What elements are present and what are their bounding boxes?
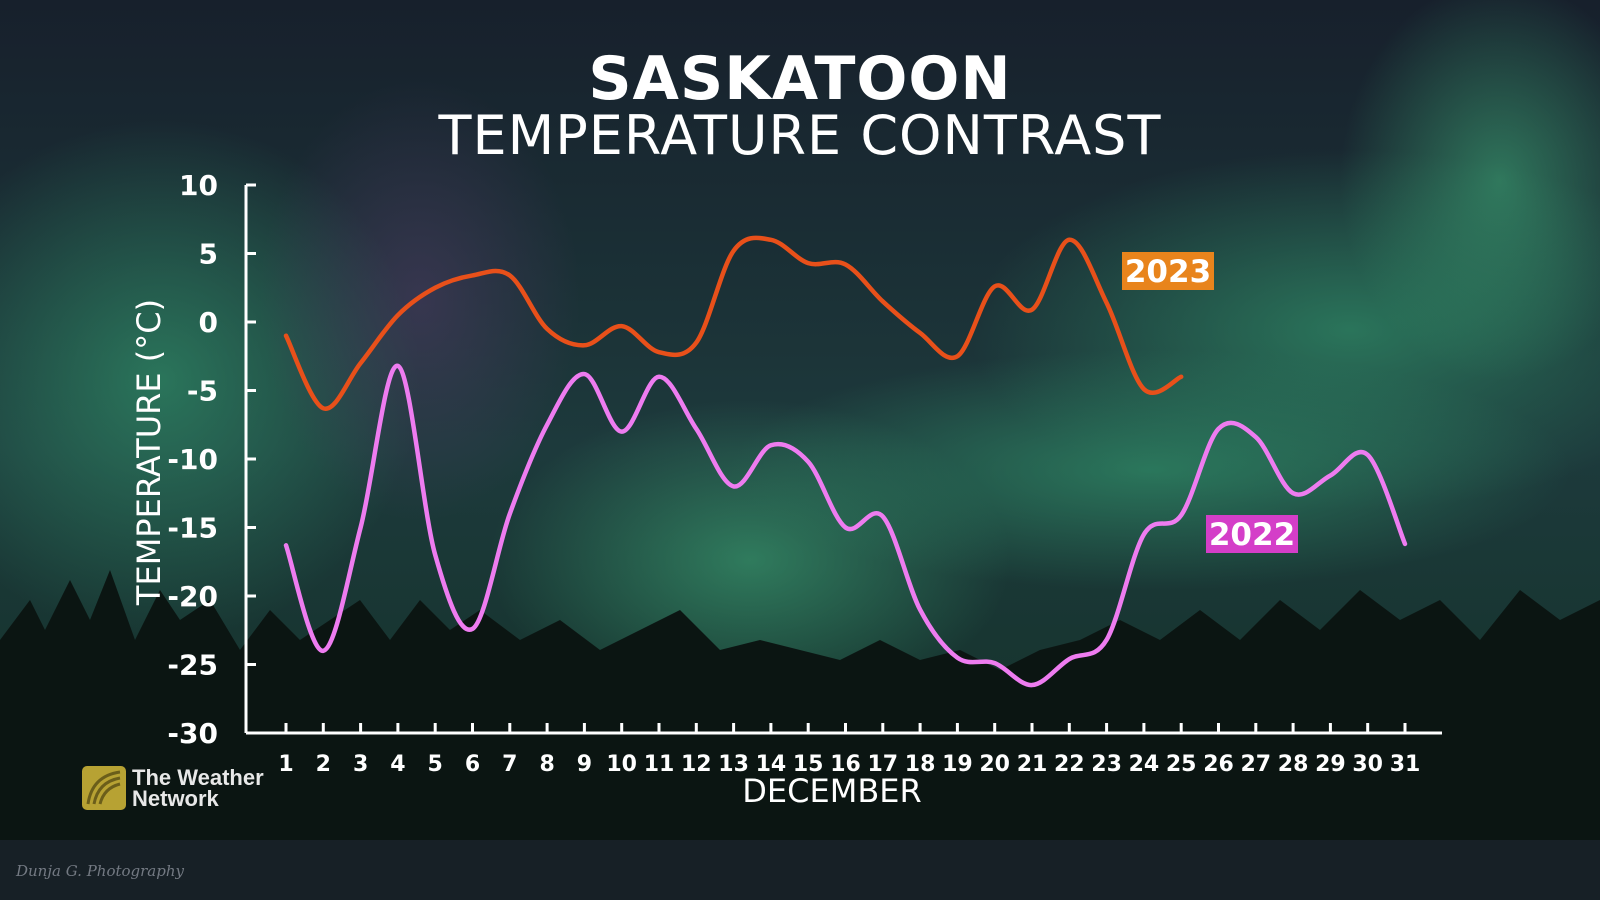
- x-tick-label: 1: [278, 752, 293, 777]
- x-tick-label: 6: [465, 752, 480, 777]
- y-tick-label: 10: [179, 169, 218, 202]
- x-tick-label: 22: [1054, 752, 1085, 777]
- x-tick-label: 2: [316, 752, 331, 777]
- x-tick-label: 10: [606, 752, 637, 777]
- brand-name: The Weather Network: [132, 765, 264, 811]
- x-tick-label: 17: [867, 752, 898, 777]
- brand-line-1: The Weather: [132, 765, 264, 790]
- chart-title: SASKATOON: [588, 44, 1012, 114]
- y-tick-label: -20: [167, 580, 218, 613]
- weather-network-logo-icon: [82, 766, 126, 810]
- x-tick-label: 15: [793, 752, 824, 777]
- y-tick-label: 0: [199, 306, 218, 339]
- y-tick-label: -25: [167, 649, 218, 682]
- x-tick-label: 30: [1352, 752, 1383, 777]
- brand-logo: The Weather Network: [82, 766, 264, 810]
- x-tick-label: 5: [428, 752, 443, 777]
- series-label-bg-2023: [1122, 252, 1214, 290]
- y-tick-label: -5: [187, 375, 218, 408]
- chart-subtitle: TEMPERATURE CONTRAST: [438, 104, 1162, 167]
- x-tick-label: 24: [1129, 752, 1160, 777]
- x-tick-label: 16: [830, 752, 861, 777]
- x-tick-label: 29: [1315, 752, 1346, 777]
- y-axis-label: TEMPERATURE (°C): [130, 299, 168, 606]
- series-label-2023: 2023: [1125, 254, 1211, 290]
- x-tick-label: 12: [681, 752, 712, 777]
- x-tick-label: 8: [539, 752, 554, 777]
- x-tick-label: 3: [353, 752, 368, 777]
- x-tick-label: 27: [1240, 752, 1271, 777]
- x-tick-label: 23: [1091, 752, 1122, 777]
- x-tick-label: 13: [718, 752, 749, 777]
- x-tick-label: 7: [502, 752, 517, 777]
- x-tick-label: 14: [756, 752, 787, 777]
- x-tick-label: 31: [1390, 752, 1421, 777]
- series-line-2023: [283, 235, 1184, 411]
- x-axis-label: DECEMBER: [742, 772, 921, 810]
- x-tick-label: 11: [644, 752, 675, 777]
- series-label-bg-2022: [1206, 515, 1298, 553]
- y-tick-label: 5: [199, 238, 218, 271]
- x-tick-label: 20: [979, 752, 1010, 777]
- series-label-2022: 2022: [1209, 517, 1295, 553]
- x-tick-label: 19: [942, 752, 973, 777]
- y-tick-label: -15: [167, 512, 218, 545]
- y-tick-label: -30: [167, 717, 218, 750]
- series-line-2022: [283, 363, 1408, 688]
- brand-line-2: Network: [132, 786, 219, 811]
- x-tick-label: 25: [1166, 752, 1197, 777]
- photo-credit: Dunja G. Photography: [16, 862, 184, 880]
- x-tick-label: 21: [1017, 752, 1048, 777]
- x-tick-label: 9: [577, 752, 592, 777]
- x-tick-label: 4: [390, 752, 405, 777]
- y-tick-label: -10: [167, 443, 218, 476]
- x-tick-label: 18: [905, 752, 936, 777]
- x-tick-label: 28: [1278, 752, 1309, 777]
- x-tick-label: 26: [1203, 752, 1234, 777]
